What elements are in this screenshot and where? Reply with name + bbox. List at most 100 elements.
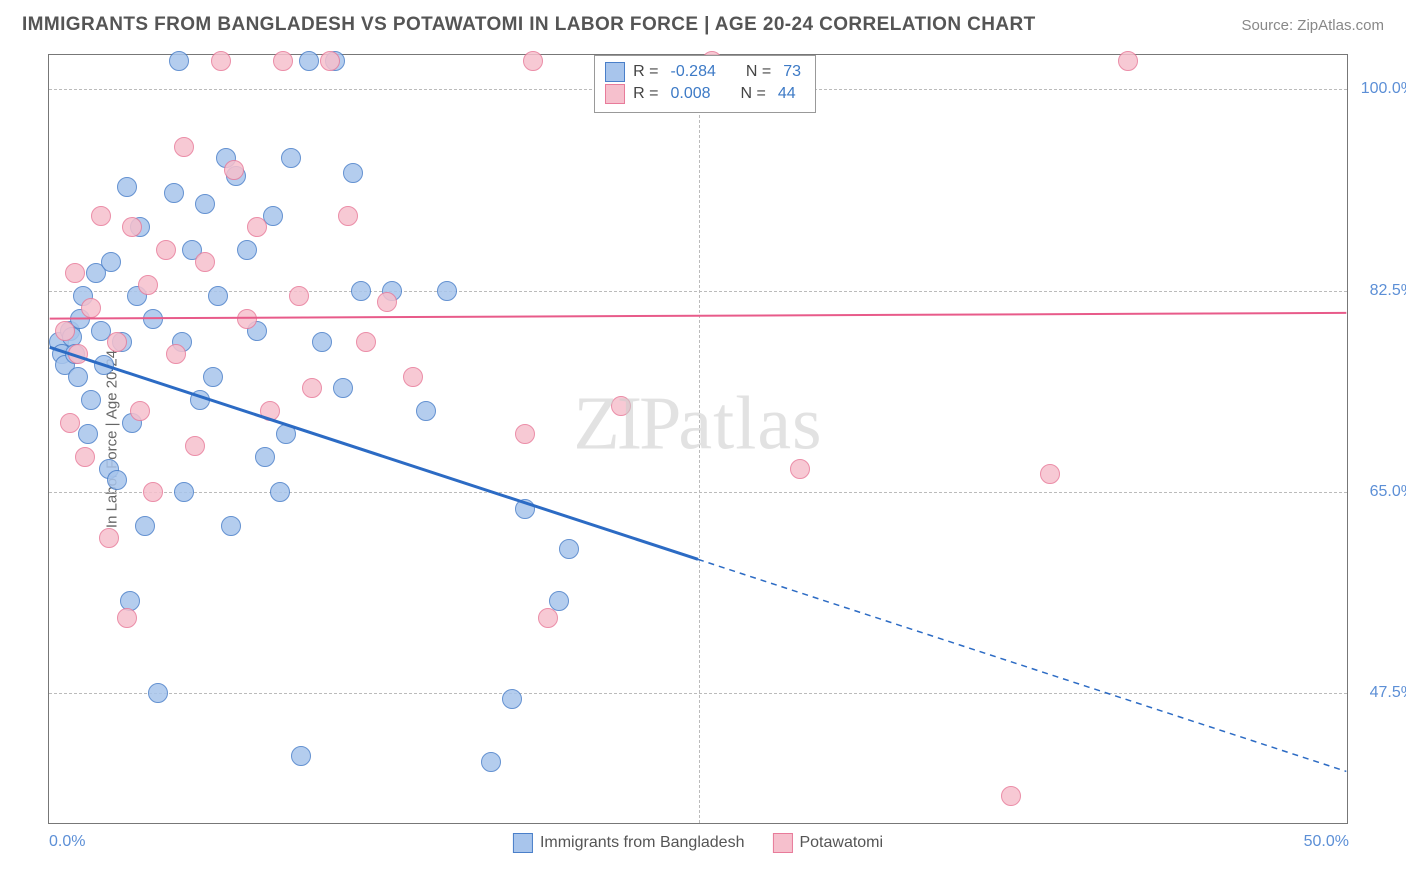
data-point (78, 424, 98, 444)
data-point (60, 413, 80, 433)
data-point (81, 390, 101, 410)
data-point (55, 321, 75, 341)
yaxis-title: In Labor Force | Age 20-24 (104, 350, 121, 528)
data-point (91, 206, 111, 226)
data-point (356, 332, 376, 352)
scatter-chart: In Labor Force | Age 20-24 ZIPatlas R = … (48, 54, 1348, 824)
swatch-icon (513, 833, 533, 853)
data-point (101, 252, 121, 272)
xtick-label: 50.0% (1304, 833, 1349, 851)
data-point (195, 252, 215, 272)
watermark-text: ZIPatlas (573, 380, 822, 467)
data-point (237, 309, 257, 329)
data-point (224, 160, 244, 180)
data-point (107, 470, 127, 490)
data-point (270, 482, 290, 502)
data-point (502, 689, 522, 709)
data-point (190, 390, 210, 410)
data-point (203, 367, 223, 387)
chart-title: IMMIGRANTS FROM BANGLADESH VS POTAWATOMI… (22, 14, 1036, 36)
data-point (790, 459, 810, 479)
data-point (99, 528, 119, 548)
r-label: R = (633, 85, 658, 103)
data-point (247, 217, 267, 237)
legend-item: Potawatomi (772, 833, 883, 853)
n-value: 73 (783, 63, 801, 81)
data-point (195, 194, 215, 214)
r-label: R = (633, 63, 658, 81)
data-point (143, 309, 163, 329)
data-point (538, 608, 558, 628)
data-point (130, 401, 150, 421)
ytick-label: 65.0% (1370, 483, 1406, 501)
data-point (174, 482, 194, 502)
data-point (1001, 786, 1021, 806)
data-point (403, 367, 423, 387)
data-point (148, 683, 168, 703)
chart-source: Source: ZipAtlas.com (1241, 17, 1384, 34)
data-point (338, 206, 358, 226)
data-point (94, 355, 114, 375)
swatch-icon (605, 84, 625, 104)
data-point (122, 217, 142, 237)
data-point (289, 286, 309, 306)
data-point (1118, 51, 1138, 71)
data-point (333, 378, 353, 398)
legend-item: Immigrants from Bangladesh (513, 833, 745, 853)
data-point (437, 281, 457, 301)
data-point (302, 378, 322, 398)
data-point (523, 51, 543, 71)
swatch-icon (772, 833, 792, 853)
data-point (81, 298, 101, 318)
data-point (185, 436, 205, 456)
ytick-label: 100.0% (1361, 80, 1406, 98)
data-point (299, 51, 319, 71)
data-point (260, 401, 280, 421)
r-value: 0.008 (671, 85, 711, 103)
data-point (117, 608, 137, 628)
ytick-label: 82.5% (1370, 282, 1406, 300)
legend-correlation: R = -0.284 N = 73 R = 0.008 N = 44 (594, 55, 816, 113)
data-point (208, 286, 228, 306)
xtick-label: 0.0% (49, 833, 85, 851)
n-label: N = (741, 85, 766, 103)
data-point (255, 447, 275, 467)
legend-label: Immigrants from Bangladesh (540, 834, 745, 852)
data-point (75, 447, 95, 467)
data-point (138, 275, 158, 295)
data-point (164, 183, 184, 203)
n-value: 44 (778, 85, 796, 103)
data-point (515, 499, 535, 519)
data-point (515, 424, 535, 444)
data-point (276, 424, 296, 444)
data-point (143, 482, 163, 502)
data-point (65, 263, 85, 283)
data-point (273, 51, 293, 71)
data-point (169, 51, 189, 71)
data-point (68, 367, 88, 387)
ytick-label: 47.5% (1370, 684, 1406, 702)
data-point (1040, 464, 1060, 484)
data-point (416, 401, 436, 421)
data-point (312, 332, 332, 352)
data-point (107, 332, 127, 352)
legend-row: R = -0.284 N = 73 (605, 62, 805, 82)
legend-row: R = 0.008 N = 44 (605, 84, 805, 104)
data-point (117, 177, 137, 197)
data-point (291, 746, 311, 766)
data-point (611, 396, 631, 416)
r-value: -0.284 (671, 63, 716, 81)
data-point (559, 539, 579, 559)
data-point (351, 281, 371, 301)
data-point (135, 516, 155, 536)
swatch-icon (605, 62, 625, 82)
data-point (281, 148, 301, 168)
data-point (68, 344, 88, 364)
n-label: N = (746, 63, 771, 81)
legend-series: Immigrants from Bangladesh Potawatomi (513, 833, 883, 853)
data-point (481, 752, 501, 772)
data-point (166, 344, 186, 364)
data-point (377, 292, 397, 312)
data-point (156, 240, 176, 260)
legend-label: Potawatomi (799, 834, 883, 852)
